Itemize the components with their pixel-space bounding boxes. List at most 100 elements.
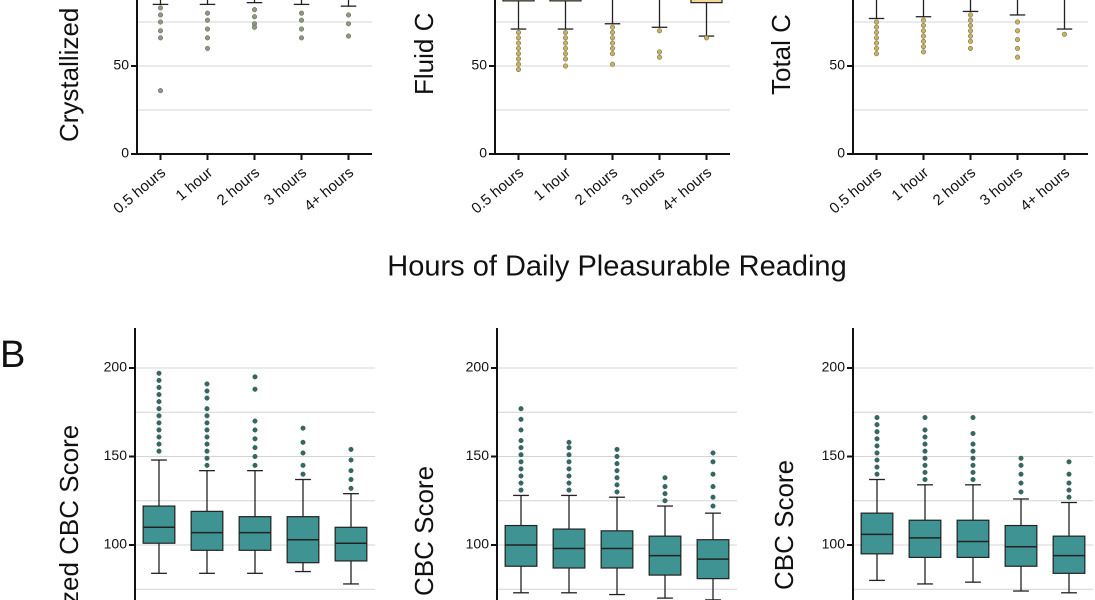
outlier (970, 455, 976, 461)
outlier (204, 45, 210, 51)
y-axis-title: CBC Score (769, 460, 799, 590)
y-axis-title: Fluid C (409, 13, 439, 95)
outlier (610, 30, 616, 36)
outlier (252, 386, 258, 392)
y-tick-label: 150 (104, 447, 128, 463)
outlier (970, 441, 976, 447)
outlier (968, 23, 974, 29)
outlier (662, 475, 668, 481)
outlier (348, 485, 354, 491)
outlier (156, 448, 162, 454)
x-tick-label: 0.5 hours (826, 164, 885, 217)
box (238, 516, 272, 551)
outlier (922, 448, 928, 454)
outlier (518, 416, 524, 422)
outlier (252, 418, 258, 424)
outlier (1066, 480, 1072, 486)
outlier (921, 44, 927, 50)
outlier (156, 384, 162, 390)
outlier (566, 459, 572, 465)
y-axis-title: zed CBC Score (54, 425, 84, 600)
outlier (348, 446, 354, 452)
outlier (566, 439, 572, 445)
outlier (348, 457, 354, 463)
outlier (970, 469, 976, 475)
outlier (874, 471, 880, 477)
box (690, 0, 723, 4)
outlier (970, 462, 976, 468)
outlier (566, 452, 572, 458)
x-tick-label: 1 hour (889, 164, 933, 204)
box (142, 505, 176, 544)
x-tick-label: 4+ hours (1017, 164, 1073, 215)
outlier (157, 5, 163, 11)
y-tick-label: 50 (113, 57, 129, 73)
y-tick-label: 100 (104, 536, 128, 552)
outlier (610, 40, 616, 46)
outlier (204, 434, 210, 440)
outlier (921, 17, 927, 23)
outlier (874, 40, 880, 46)
outlier (156, 406, 162, 412)
y-tick-label: 50 (829, 57, 845, 73)
outlier (874, 422, 880, 428)
outlier (921, 49, 927, 55)
y-tick-label: 100 (822, 536, 846, 552)
outlier (157, 12, 163, 18)
outlier (348, 477, 354, 483)
outlier (516, 61, 522, 67)
outlier (204, 381, 210, 387)
outlier (921, 28, 927, 34)
outlier (662, 498, 668, 504)
box (908, 519, 942, 558)
outlier (204, 413, 210, 419)
outlier (157, 35, 163, 41)
outlier (251, 7, 257, 13)
box (956, 519, 990, 558)
outlier (1015, 19, 1021, 25)
outlier (1015, 54, 1021, 60)
outlier (204, 441, 210, 447)
outlier (518, 427, 524, 433)
outlier (566, 487, 572, 493)
outlier (1066, 494, 1072, 500)
outlier (1015, 45, 1021, 51)
outlier (968, 38, 974, 44)
outlier (518, 438, 524, 444)
outlier (156, 420, 162, 426)
outlier (346, 21, 352, 27)
outlier (299, 26, 305, 32)
outlier (874, 450, 880, 456)
outlier (563, 51, 569, 57)
outlier (970, 430, 976, 436)
outlier (518, 473, 524, 479)
box (860, 512, 894, 555)
outlier (614, 454, 620, 460)
outlier (518, 480, 524, 486)
outlier (300, 471, 306, 477)
y-tick-label: 150 (466, 447, 490, 463)
outlier (1018, 480, 1024, 486)
outlier (710, 459, 716, 465)
outlier (874, 35, 880, 41)
outlier (874, 436, 880, 442)
outlier (710, 484, 716, 490)
outlier (299, 10, 305, 16)
outlier (610, 35, 616, 41)
outlier (874, 464, 880, 470)
outlier (157, 88, 163, 94)
outlier (156, 370, 162, 376)
outlier (156, 377, 162, 383)
outlier (518, 406, 524, 412)
x-tick-label: 0.5 hours (110, 164, 169, 217)
x-axis-title: Hours of Daily Pleasurable Reading (387, 251, 846, 283)
outlier (614, 468, 620, 474)
x-tick-label: 2 hours (572, 164, 621, 209)
outlier (516, 67, 522, 73)
outlier (922, 415, 928, 421)
outlier (968, 12, 974, 18)
outlier (204, 388, 210, 394)
outlier (968, 28, 974, 34)
box (502, 0, 535, 2)
